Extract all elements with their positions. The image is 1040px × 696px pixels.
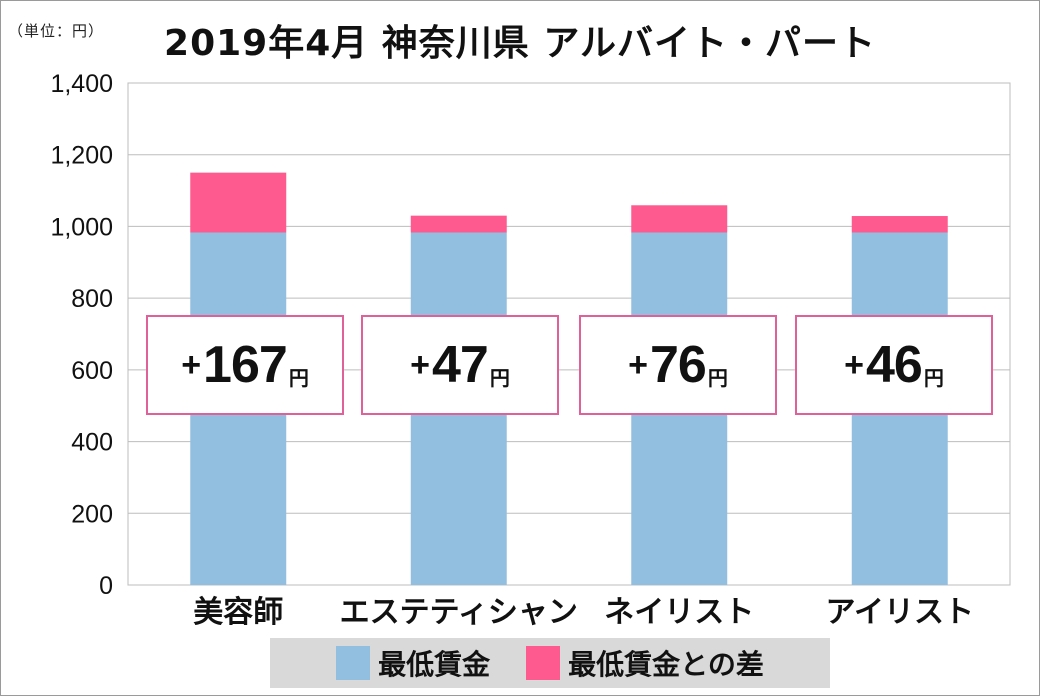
legend-swatch-base [336, 646, 371, 680]
x-category-label: アイリスト [826, 595, 975, 630]
bar-diff [851, 216, 948, 233]
diff-value: 76 [650, 336, 707, 394]
y-tick-label: 1,400 [50, 70, 113, 98]
diff-label-box: +76 円 [579, 315, 777, 415]
y-tick-label: 400 [71, 429, 113, 457]
y-tick-label: 1,200 [50, 142, 113, 170]
diff-label-box: +167 円 [146, 315, 344, 415]
diff-unit: 円 [288, 365, 309, 390]
y-tick-label: 0 [99, 572, 113, 600]
x-category-label: 美容師 [193, 595, 283, 630]
diff-unit: 円 [923, 365, 944, 390]
y-tick-label: 800 [71, 285, 113, 313]
x-category-label: ネイリスト [604, 595, 754, 630]
diff-sign: + [410, 345, 430, 384]
diff-unit: 円 [707, 365, 728, 390]
bar-diff [190, 172, 287, 233]
unit-label: （単位：円） [8, 22, 105, 40]
diff-sign: + [181, 345, 202, 384]
legend-label-diff: 最低賃金との差 [568, 648, 764, 681]
x-category-label: エステティシャン [340, 595, 578, 630]
bar-diff [631, 205, 728, 233]
diff-value: 46 [866, 336, 923, 394]
legend: 最低賃金 最低賃金との差 [270, 638, 830, 688]
legend-item-diff: 最低賃金との差 [526, 643, 764, 683]
diff-value: 167 [203, 336, 288, 394]
legend-swatch-diff [526, 646, 561, 680]
diff-value: 47 [432, 336, 489, 394]
y-tick-label: 600 [71, 357, 113, 385]
diff-sign: + [628, 345, 648, 384]
diff-label-box: +46 円 [795, 315, 993, 415]
bar-diff [410, 215, 507, 233]
y-tick-label: 200 [71, 500, 113, 528]
diff-unit: 円 [489, 365, 510, 390]
chart-title: 2019年4月 神奈川県 アルバイト・パート [164, 23, 876, 64]
diff-sign: + [844, 345, 864, 384]
diff-label-box: +47 円 [361, 315, 559, 415]
y-tick-label: 1,000 [50, 213, 113, 241]
legend-label-base: 最低賃金 [378, 648, 491, 681]
legend-item-base: 最低賃金 [336, 643, 490, 683]
